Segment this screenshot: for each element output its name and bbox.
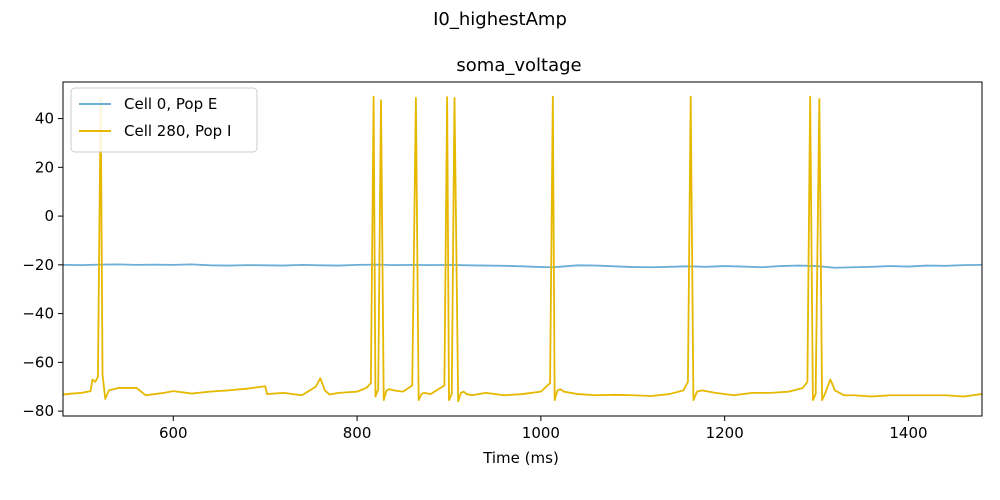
legend-box [70, 87, 258, 153]
x-tick-label: 600 [159, 424, 188, 442]
plot-frame [62, 81, 983, 417]
y-tick-label: 40 [35, 110, 54, 128]
legend: Cell 0, Pop E Cell 280, Pop I [70, 87, 258, 153]
series-line-1 [63, 95, 982, 403]
x-tick-label: 800 [343, 424, 372, 442]
x-axis-label: Time (ms) [482, 449, 559, 467]
y-axis: −80 −60 −40 −20 0 20 40 [22, 110, 63, 420]
x-tick-label: 1200 [706, 424, 744, 442]
legend-label: Cell 0, Pop E [124, 95, 217, 113]
x-axis: 600 800 1000 1200 1400 [159, 416, 928, 442]
x-tick-label: 1000 [522, 424, 560, 442]
y-tick-label: 20 [35, 158, 54, 176]
y-tick-label: −20 [22, 256, 54, 274]
y-tick-label: −80 [22, 402, 54, 420]
y-tick-label: −60 [22, 353, 54, 371]
series-line-0 [63, 263, 982, 269]
series-lines [63, 95, 982, 403]
chart-title: soma_voltage [456, 55, 581, 76]
y-tick-label: 0 [44, 207, 54, 225]
plot-area [62, 81, 983, 417]
legend-label: Cell 280, Pop I [124, 122, 231, 140]
x-tick-label: 1400 [889, 424, 927, 442]
figure-title: I0_highestAmp [433, 9, 567, 30]
y-tick-label: −40 [22, 305, 54, 323]
